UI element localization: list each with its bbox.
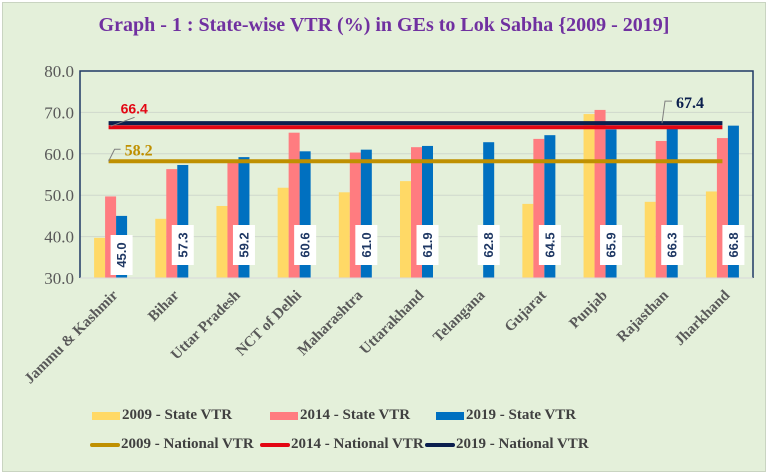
x-tick-label: Rajasthan	[614, 287, 672, 345]
data-label-2019: 60.6	[298, 232, 313, 257]
data-label-2019: 66.3	[665, 232, 680, 257]
bar-2019-state	[238, 157, 250, 278]
national-2014-label: 66.4	[121, 100, 148, 116]
legend-swatch-2009-state	[92, 411, 120, 420]
bar-2009-state	[583, 114, 595, 278]
bar-2014-state	[716, 138, 728, 278]
leader-line	[661, 100, 672, 124]
x-tick-label: Bihar	[145, 287, 182, 324]
bar-2019-state	[727, 125, 739, 278]
bar-2019-state	[605, 129, 617, 278]
bar-2014-state	[411, 147, 422, 278]
data-label-2019: 65.9	[604, 232, 619, 257]
data-label-2019: 59.2	[236, 232, 251, 257]
data-label-2019: 57.3	[175, 232, 190, 257]
bar-2019-state	[360, 149, 372, 278]
legend-item-2009-national: 2009 - National VTR	[90, 436, 254, 453]
data-label-2019: 64.5	[542, 232, 557, 257]
legend-label: 2014 - National VTR	[291, 436, 424, 452]
leader-line	[108, 148, 121, 162]
data-label-box	[661, 225, 684, 265]
data-label-box	[110, 235, 133, 275]
data-label-2019: 61.9	[420, 232, 435, 257]
bar-2014-state	[227, 160, 239, 278]
x-tick-label: Jammu & Kashmir	[22, 287, 122, 387]
legend-swatch-2009-national	[90, 442, 120, 447]
bar-2019-state	[177, 164, 189, 278]
bar-2009-state	[216, 205, 228, 278]
legend-label: 2019 - State VTR	[466, 407, 577, 423]
legend-swatch-2014-national	[260, 442, 290, 447]
x-tick-label: Jharkhand	[672, 287, 734, 349]
bar-2014-state	[166, 169, 178, 278]
chart-title: Graph - 1 : State-wise VTR (%) in GEs to…	[98, 14, 670, 36]
x-tick-label: NCT of Delhi	[233, 288, 305, 360]
national-2019-label: 67.4	[676, 95, 704, 112]
bar-2014-state	[533, 138, 545, 278]
bar-2009-state	[338, 192, 350, 278]
data-label-2019: 62.8	[481, 232, 496, 257]
bar-2009-state	[644, 201, 656, 278]
bar-2014-state	[349, 152, 361, 278]
data-label-box	[294, 225, 317, 265]
x-tick-label: Telangana	[430, 287, 488, 345]
bar-2009-state	[705, 191, 717, 278]
x-tick-label: Uttarakhand	[357, 287, 428, 358]
y-tick-label: 60.0	[44, 145, 74, 164]
y-tick-label: 30.0	[44, 269, 74, 288]
national-2009-label: 58.2	[125, 142, 153, 159]
legend-swatch-2014-state	[270, 411, 298, 420]
x-tick-label: Gujarat	[502, 288, 550, 336]
bar-2009-state	[522, 203, 534, 278]
bar-2019-state	[299, 151, 311, 278]
data-label-2019: 45.0	[114, 242, 129, 267]
data-label-box	[722, 225, 745, 265]
data-label-box	[232, 225, 255, 265]
bar-2014-state	[655, 140, 667, 278]
x-tick-label: Maharashtra	[295, 287, 367, 359]
bar-2019-state	[666, 127, 678, 278]
bar-2009-state	[94, 237, 106, 278]
y-tick-label: 50.0	[44, 186, 74, 205]
legend-item-2014-state: 2014 - State VTR	[270, 407, 410, 424]
y-tick-label: 70.0	[44, 103, 74, 122]
bar-2009-state	[155, 218, 167, 278]
bar-2019-state	[422, 145, 433, 278]
legend-item-2019-national: 2019 - National VTR	[425, 436, 589, 453]
data-label-box	[538, 225, 561, 265]
legend-label: 2019 - National VTR	[456, 436, 589, 452]
bar-2014-state	[288, 132, 300, 278]
data-label-box	[477, 225, 500, 265]
data-label-box	[171, 225, 194, 265]
data-label-2019: 61.0	[359, 232, 374, 257]
data-label-2019: 66.8	[726, 232, 741, 257]
y-tick-label: 40.0	[44, 228, 74, 247]
x-tick-label: Punjab	[567, 288, 611, 332]
bar-2014-state	[594, 109, 606, 278]
bar-2009-state	[277, 187, 289, 278]
legend-swatch-2019-national	[425, 442, 455, 447]
legend-label: 2009 - National VTR	[121, 436, 254, 452]
legend-swatch-2019-state	[436, 411, 464, 420]
legend-item-2009-state: 2009 - State VTR	[92, 407, 232, 424]
bar-2019-state	[544, 135, 556, 278]
plot-border	[79, 70, 754, 278]
bar-2009-state	[400, 181, 411, 278]
leader-line	[110, 116, 135, 127]
data-label-box	[416, 225, 439, 265]
legend-item-2014-national: 2014 - National VTR	[260, 436, 424, 453]
data-label-box	[355, 225, 378, 265]
legend-label: 2009 - State VTR	[122, 407, 233, 423]
data-label-box	[600, 225, 623, 265]
y-tick-label: 80.0	[44, 62, 74, 81]
legend-label: 2014 - State VTR	[300, 407, 411, 423]
bar-2019-state	[483, 142, 495, 278]
legend-item-2019-state: 2019 - State VTR	[436, 407, 576, 424]
